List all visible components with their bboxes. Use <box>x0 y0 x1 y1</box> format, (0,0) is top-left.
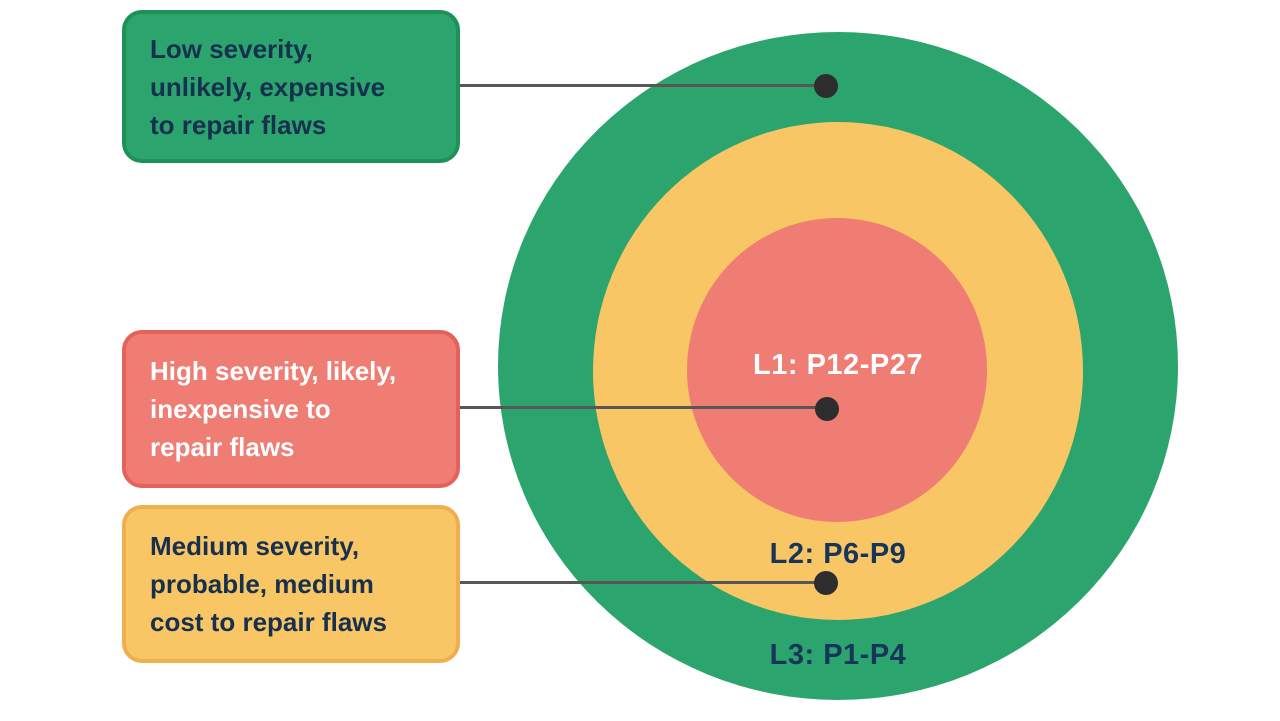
callout-text-line: Low severity, <box>150 33 313 64</box>
ring-l1-inner <box>687 218 987 522</box>
callout-text-line: High severity, likely, <box>150 356 397 386</box>
connector-line-l1 <box>458 406 827 409</box>
ring-l2-label: L2: P6-P9 <box>769 538 907 570</box>
callout-text-line: cost to repair flaws <box>150 607 387 637</box>
callout-text-line: to repair flaws <box>150 109 327 140</box>
callout-text-line: Medium severity, <box>150 531 360 561</box>
callout-text-line: repair flaws <box>150 432 295 462</box>
connector-line-l3 <box>458 84 826 87</box>
connector-line-l2 <box>458 581 826 584</box>
callout-medium-severity: Medium severity, probable, medium cost t… <box>122 505 460 663</box>
connector-dot-l1 <box>815 397 839 421</box>
callout-text-line: inexpensive to <box>150 394 331 424</box>
connector-dot-l2 <box>814 571 838 595</box>
ring-l3-label: L3: P1-P4 <box>769 639 907 671</box>
callout-low-severity: Low severity, unlikely, expensive to rep… <box>122 10 460 163</box>
callout-text-line: probable, medium <box>150 569 374 599</box>
ring-l1-label: L1: P12-P27 <box>753 349 923 381</box>
connector-dot-l3 <box>814 74 838 98</box>
callout-text-line: unlikely, expensive <box>150 71 386 102</box>
callout-high-severity: High severity, likely, inexpensive to re… <box>122 330 460 488</box>
